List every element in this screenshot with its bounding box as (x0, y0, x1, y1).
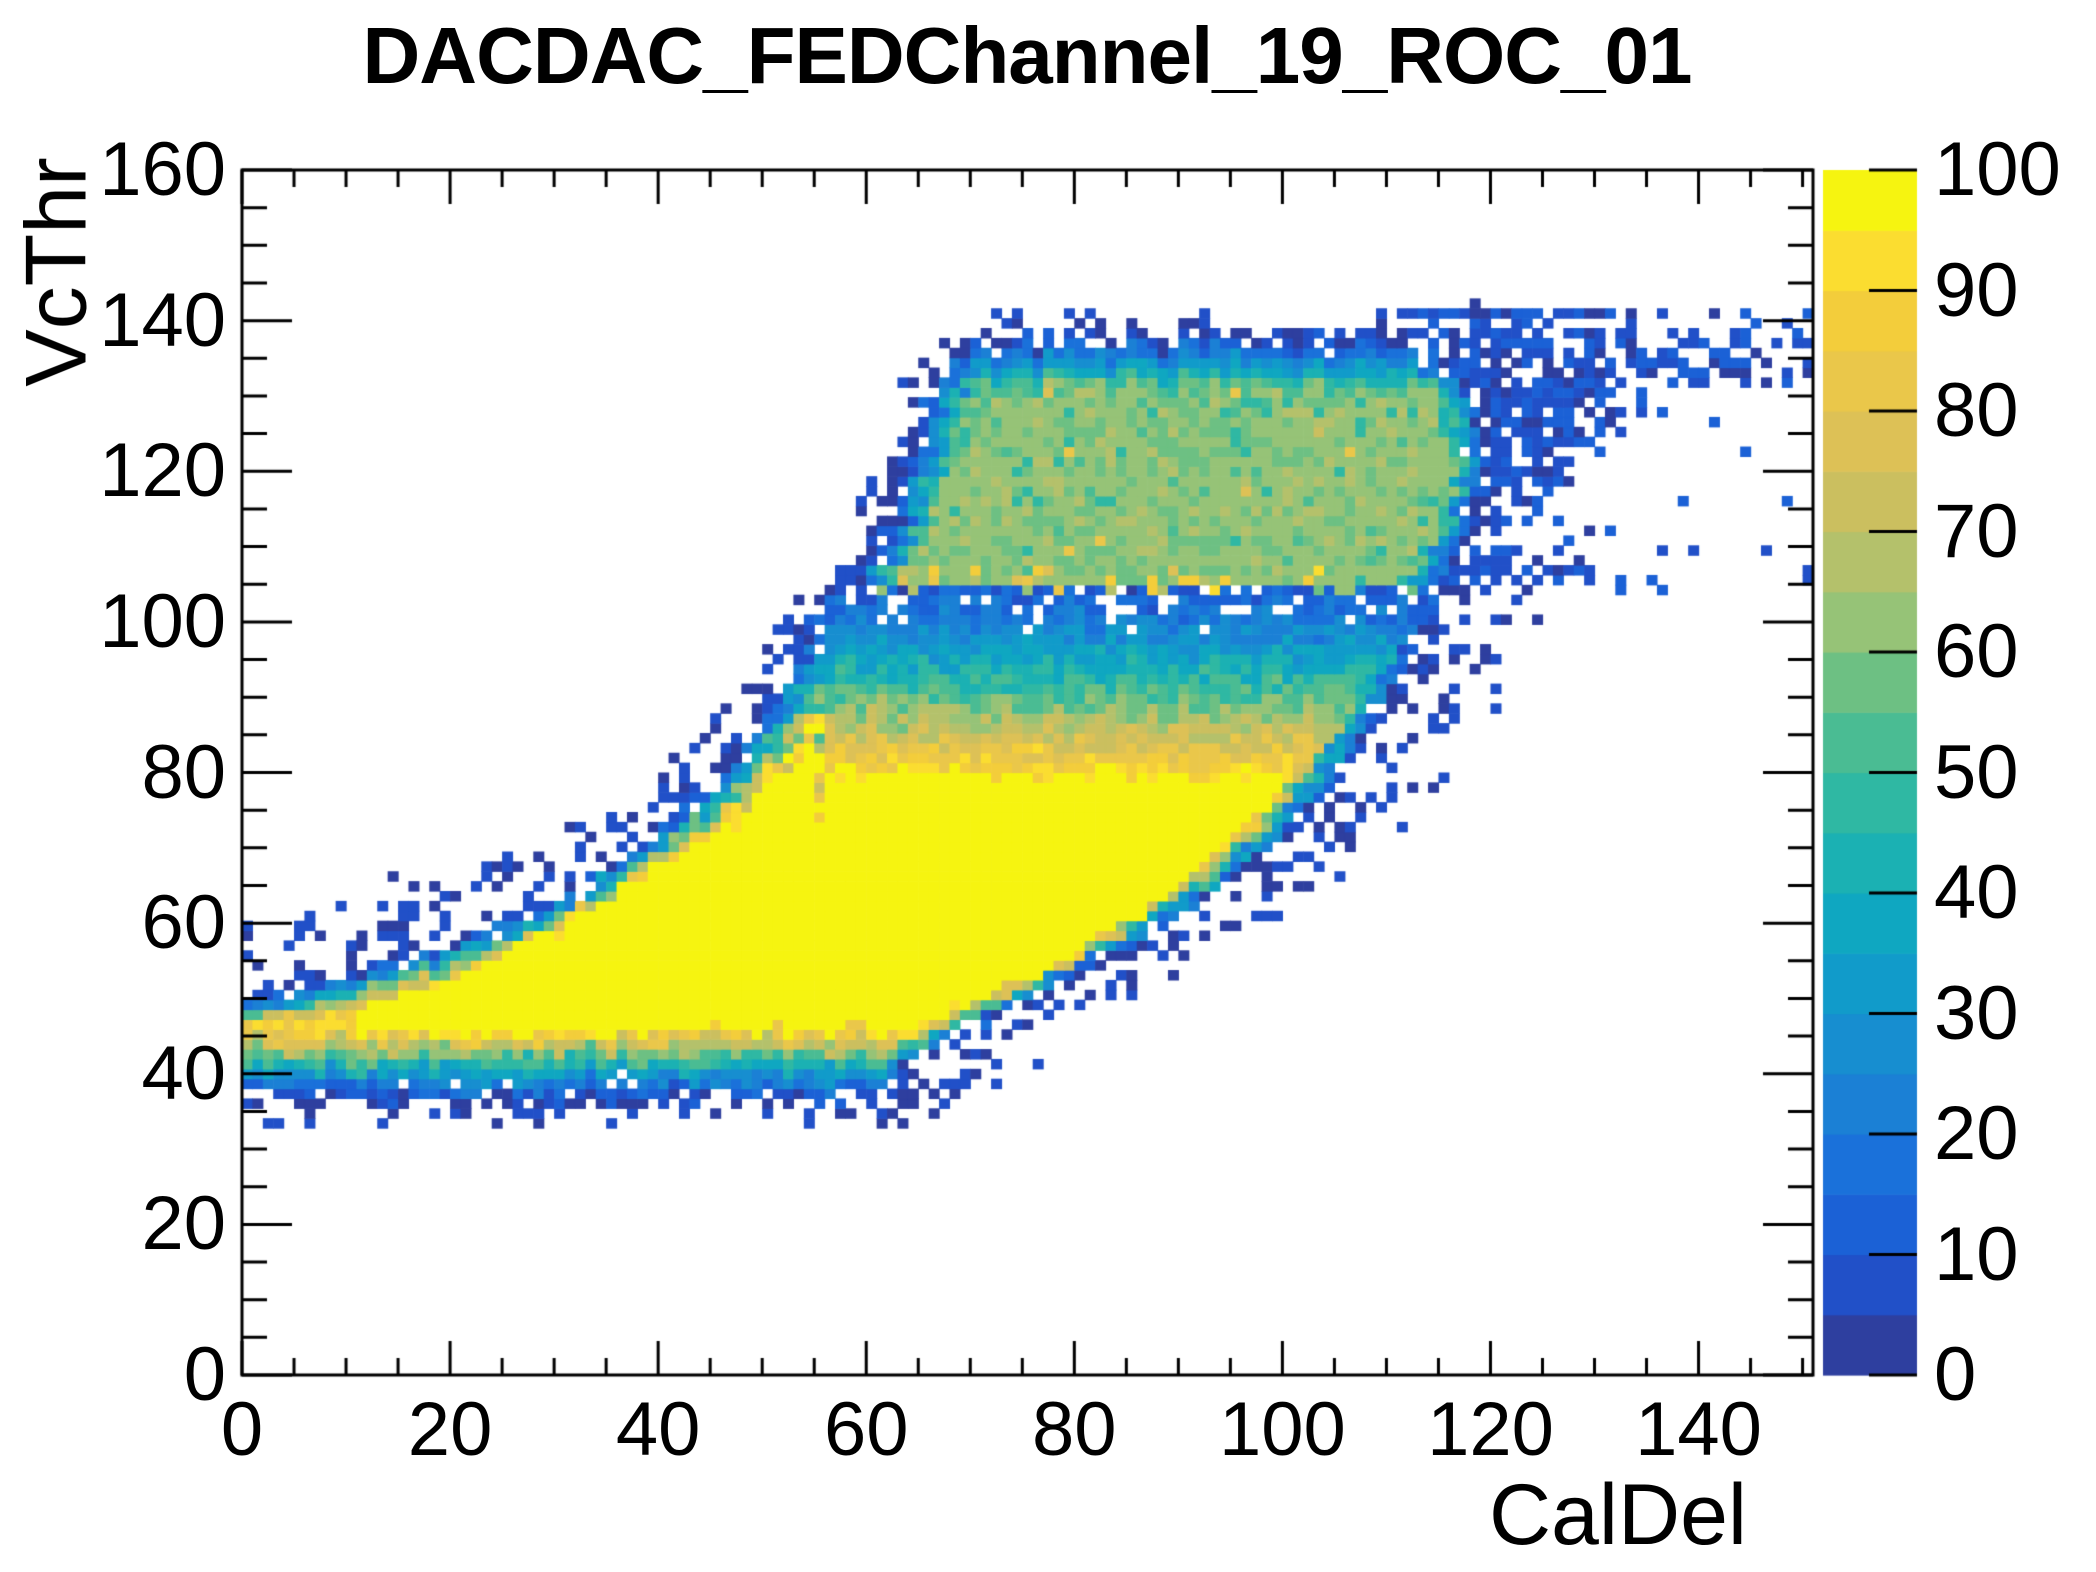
y-tick-label: 60 (141, 880, 226, 966)
colorbar-tick-label: 40 (1934, 850, 2019, 935)
x-tick-label: 0 (220, 1387, 264, 1472)
y-tick-label: 140 (99, 277, 226, 363)
colorbar-tick-label: 90 (1934, 247, 2019, 333)
y-tick-label: 80 (141, 729, 226, 815)
y-tick-label: 100 (99, 578, 226, 664)
y-tick-label: 0 (183, 1332, 226, 1417)
x-tick-label: 40 (615, 1387, 701, 1472)
colorbar-tick-label: 70 (1934, 488, 2019, 574)
x-tick-label: 100 (1218, 1387, 1346, 1472)
y-axis-title: VcThr (8, 157, 105, 387)
y-tick-label: 40 (141, 1030, 226, 1116)
x-axis-title: CalDel (1488, 1467, 1748, 1563)
colorbar-tick-label: 60 (1934, 609, 2019, 694)
colorbar-tick-label: 10 (1934, 1211, 2019, 1297)
colorbar-tick-label: 20 (1934, 1091, 2019, 1176)
y-tick-label: 120 (99, 428, 226, 514)
y-tick-label: 160 (99, 127, 226, 212)
colorbar-tick-label: 80 (1934, 368, 2019, 453)
colorbar-tick-label: 0 (1934, 1332, 1977, 1417)
x-tick-label: 140 (1635, 1387, 1762, 1472)
x-tick-label: 60 (823, 1387, 909, 1472)
chart-title: DACDAC_FEDChannel_19_ROC_01 (362, 11, 1693, 100)
colorbar-tick-label: 100 (1934, 127, 2061, 212)
x-tick-label: 20 (407, 1387, 493, 1472)
colorbar-tick-label: 50 (1934, 729, 2019, 815)
x-tick-label: 120 (1427, 1387, 1554, 1472)
colorbar-tick-label: 30 (1934, 970, 2019, 1056)
y-tick-label: 20 (141, 1181, 226, 1267)
x-tick-label: 80 (1032, 1387, 1117, 1472)
